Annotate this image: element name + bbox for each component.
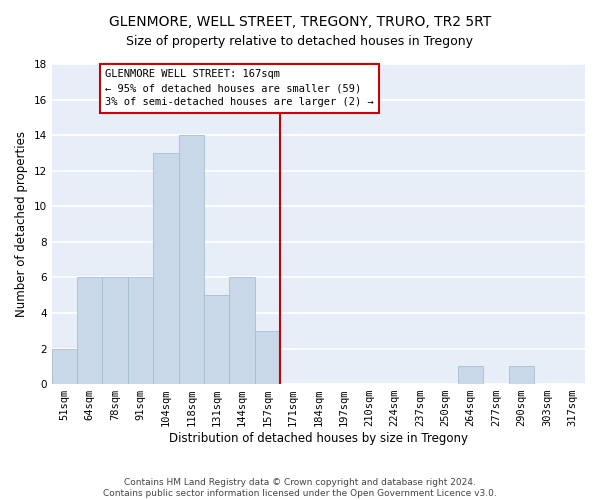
Text: Size of property relative to detached houses in Tregony: Size of property relative to detached ho…: [127, 35, 473, 48]
Bar: [458, 366, 484, 384]
Text: GLENMORE, WELL STREET, TREGONY, TRURO, TR2 5RT: GLENMORE, WELL STREET, TREGONY, TRURO, T…: [109, 15, 491, 29]
X-axis label: Distribution of detached houses by size in Tregony: Distribution of detached houses by size …: [169, 432, 468, 445]
Bar: [103, 278, 128, 384]
Bar: [52, 348, 77, 384]
Y-axis label: Number of detached properties: Number of detached properties: [15, 131, 28, 317]
Bar: [179, 135, 204, 384]
Bar: [509, 366, 534, 384]
Bar: [229, 278, 255, 384]
Bar: [204, 295, 229, 384]
Bar: [153, 153, 179, 384]
Bar: [77, 278, 103, 384]
Text: GLENMORE WELL STREET: 167sqm
← 95% of detached houses are smaller (59)
3% of sem: GLENMORE WELL STREET: 167sqm ← 95% of de…: [105, 70, 374, 108]
Text: Contains HM Land Registry data © Crown copyright and database right 2024.
Contai: Contains HM Land Registry data © Crown c…: [103, 478, 497, 498]
Bar: [255, 330, 280, 384]
Bar: [128, 278, 153, 384]
